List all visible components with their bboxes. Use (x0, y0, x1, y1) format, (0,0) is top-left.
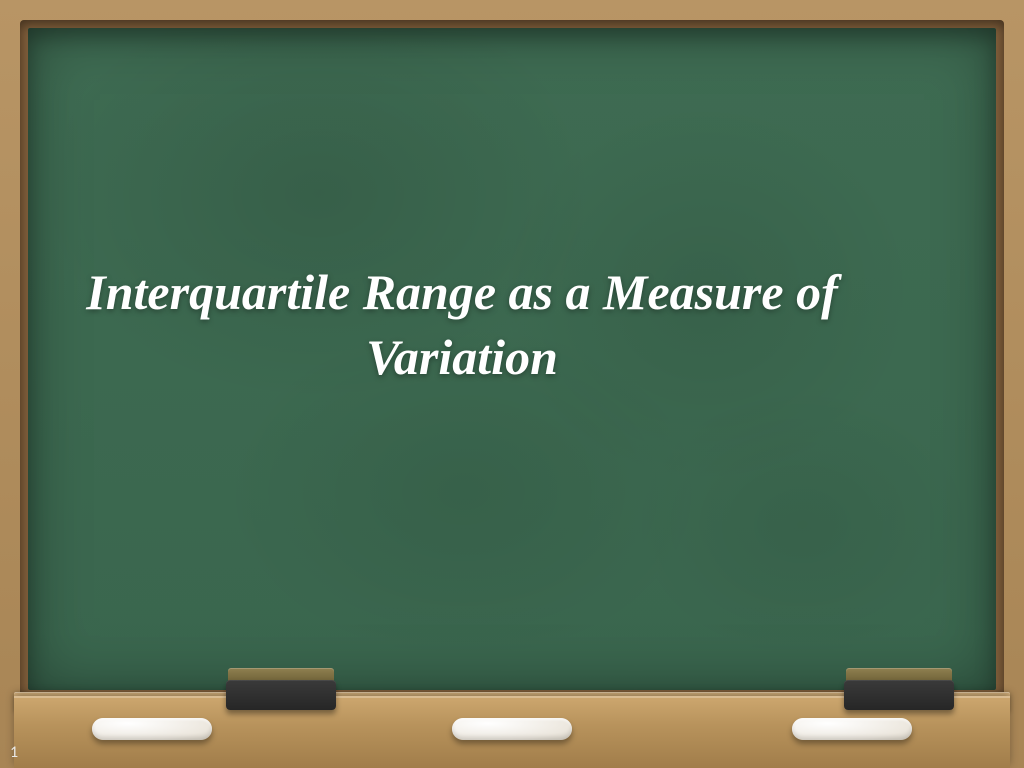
chalk-stick (452, 718, 572, 740)
chalk-stick (792, 718, 912, 740)
chalk-stick (92, 718, 212, 740)
eraser (226, 668, 336, 710)
slide-title: Interquartile Range as a Measure of Vari… (60, 260, 864, 390)
eraser (844, 668, 954, 710)
eraser-body (844, 680, 954, 710)
eraser-body (226, 680, 336, 710)
page-number: 1 (10, 743, 18, 762)
